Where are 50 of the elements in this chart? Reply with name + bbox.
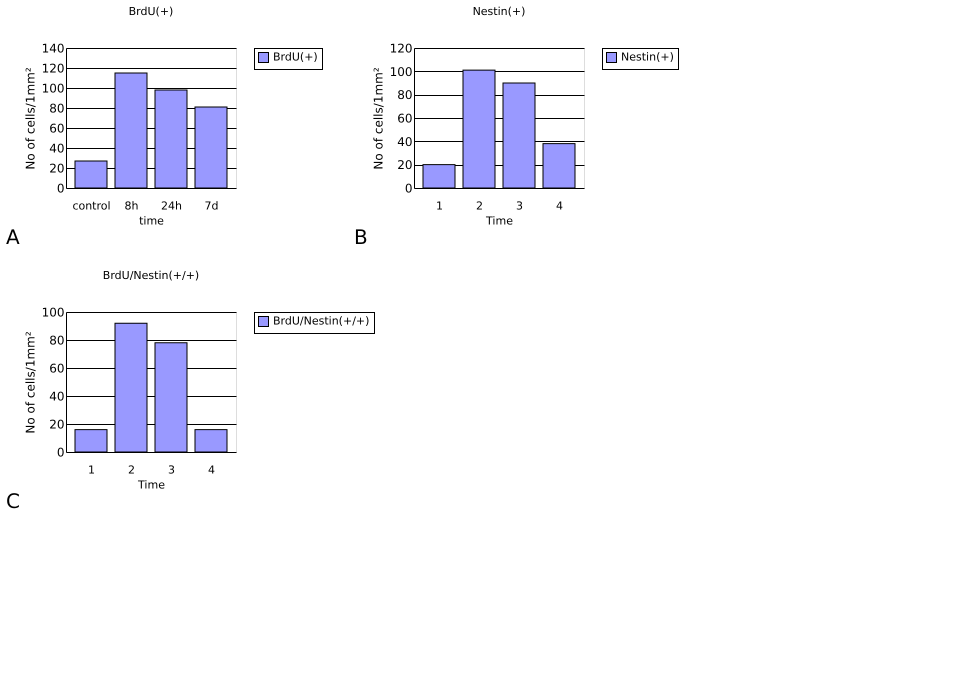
- chart-title: BrdU(+): [128, 5, 174, 18]
- y-tick-label: 40: [49, 390, 64, 404]
- y-tick-label: 0: [56, 182, 64, 196]
- legend-label: BrdU/Nestin(+/+): [273, 314, 370, 328]
- legend-label: BrdU(+): [273, 50, 318, 64]
- x-tick-label: 4: [208, 464, 215, 476]
- x-tick-label: 2: [128, 464, 135, 476]
- y-tick-label: 100: [390, 64, 412, 79]
- y-tick-label: 60: [397, 112, 412, 126]
- text: B: [354, 225, 368, 249]
- y-tick-label: 100: [42, 306, 64, 320]
- y-axis-title: No of cells/1mm²: [372, 67, 386, 170]
- text: C: [6, 489, 20, 513]
- x-tick-label: 8h: [124, 200, 139, 212]
- y-tick-label: 120: [390, 42, 412, 56]
- legend-label: Nestin(+): [621, 50, 674, 64]
- x-tick-label: 4: [556, 200, 563, 212]
- y-axis-title: No of cells/1mm²: [24, 331, 38, 434]
- x-tick-label: 1: [436, 200, 443, 212]
- y-tick-label: 80: [49, 102, 64, 116]
- y-tick-label: 80: [397, 88, 412, 102]
- x-tick-label: 3: [168, 464, 175, 476]
- y-tick-label: 20: [49, 162, 64, 176]
- y-tick-label: 100: [42, 82, 64, 96]
- x-axis-title: Time: [137, 478, 166, 492]
- y-tick-label: 0: [56, 446, 64, 460]
- y-tick-label: 20: [49, 418, 64, 432]
- x-tick-label: control: [72, 200, 111, 212]
- x-tick-label: 7d: [204, 200, 218, 212]
- x-axis-title: Time: [485, 214, 514, 228]
- y-tick-label: 0: [404, 182, 412, 196]
- y-axis-title: No of cells/1mm²: [24, 67, 38, 170]
- y-tick-label: 40: [397, 134, 412, 149]
- x-tick-label: 2: [476, 200, 483, 212]
- y-tick-label: 140: [42, 42, 64, 56]
- x-tick-label: 3: [516, 200, 523, 212]
- chart-title: BrdU/Nestin(+/+): [102, 269, 200, 282]
- bar: [194, 429, 228, 452]
- text: A: [6, 225, 20, 249]
- y-tick-label: 60: [49, 122, 64, 136]
- chart-title: Nestin(+): [472, 5, 526, 18]
- y-tick-label: 40: [49, 142, 64, 156]
- x-tick-label: 24h: [161, 200, 182, 212]
- y-tick-label: 20: [397, 158, 412, 172]
- x-tick-label: 1: [88, 464, 95, 476]
- y-tick-label: 80: [49, 334, 64, 348]
- bar: [74, 429, 108, 452]
- y-tick-label: 120: [42, 62, 64, 76]
- y-tick-label: 60: [49, 362, 64, 376]
- x-axis-title: time: [139, 214, 164, 228]
